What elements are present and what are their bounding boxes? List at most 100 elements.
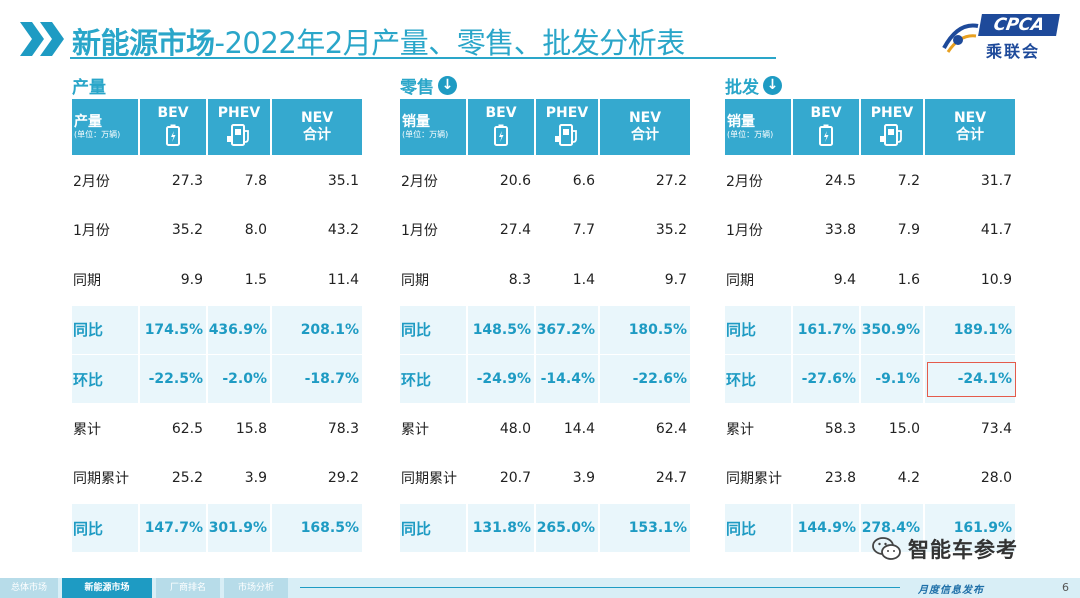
nev-value: 27.2 xyxy=(600,156,690,205)
bev-value: 9.4 xyxy=(793,255,859,304)
bev-value: 48.0 xyxy=(468,404,534,453)
nev-value: 31.7 xyxy=(925,156,1015,205)
phev-value: 3.9 xyxy=(536,454,598,503)
nev-value: 208.1% xyxy=(272,305,362,354)
row-label: 同期 xyxy=(400,255,466,304)
table-header: 销量 (单位：万辆) BEV PHEV NEV 合计 xyxy=(725,99,1017,155)
header-unit: (单位：万辆) xyxy=(402,130,449,139)
bev-value: -24.9% xyxy=(468,355,534,404)
header-metric: 产量 xyxy=(74,114,102,130)
battery-icon xyxy=(819,121,833,150)
row-label: 同比 xyxy=(400,305,466,354)
phev-value: 7.8 xyxy=(208,156,270,205)
bev-value: 35.2 xyxy=(140,206,206,255)
phev-value: -9.1% xyxy=(861,355,923,404)
footer-line xyxy=(300,587,900,588)
header-metric: 销量 xyxy=(402,114,430,130)
panel-title: 产量 xyxy=(72,72,364,98)
footer-tab-nev[interactable]: 新能源市场 xyxy=(62,578,152,598)
table-row: 同比 147.7% 301.9% 168.5% xyxy=(72,504,364,553)
nev-value: -18.7% xyxy=(272,355,362,404)
table-row: 同比 144.9% 278.4% 161.9% xyxy=(725,504,1017,553)
nev-value: 153.1% xyxy=(600,504,690,553)
bev-value: 23.8 xyxy=(793,454,859,503)
header-metric-cell: 产量 (单位：万辆) xyxy=(72,99,138,155)
nev-value: 11.4 xyxy=(272,255,362,304)
bev-value: 161.7% xyxy=(793,305,859,354)
panel-wholesale: 批发 ↓ 销量 (单位：万辆) BEV PHEV NEV 合计 2月份 24.5 7.2 31.7 1月… xyxy=(725,72,1017,553)
phev-value: 7.2 xyxy=(861,156,923,205)
bev-value: -22.5% xyxy=(140,355,206,404)
panel-title-text: 产量 xyxy=(72,77,106,98)
nev-value: 9.7 xyxy=(600,255,690,304)
header-phev: PHEV xyxy=(208,99,270,155)
nev-value: 10.9 xyxy=(925,255,1015,304)
header-bev-label: BEV xyxy=(485,104,517,121)
footer-tab-ranking[interactable]: 厂商排名 xyxy=(156,578,220,598)
nev-value: 43.2 xyxy=(272,206,362,255)
nev-value: 35.1 xyxy=(272,156,362,205)
table-row: 环比 -22.5% -2.0% -18.7% xyxy=(72,355,364,404)
nev-value: -22.6% xyxy=(600,355,690,404)
bev-value: -27.6% xyxy=(793,355,859,404)
cpca-logo-text: CPCA xyxy=(978,14,1060,36)
header-bev-label: BEV xyxy=(810,104,842,121)
nev-value: 161.9% xyxy=(925,504,1015,553)
phev-value: 436.9% xyxy=(208,305,270,354)
row-label: 同比 xyxy=(400,504,466,553)
page-title: 新能源市场-2022年2月产量、零售、批发分析表 xyxy=(72,26,685,60)
row-label: 同比 xyxy=(725,305,791,354)
phev-value: 350.9% xyxy=(861,305,923,354)
panel-production: 产量 产量 (单位：万辆) BEV PHEV NEV 合计 2月份 27.3 7.8 35.1 1月份… xyxy=(72,72,364,553)
bev-value: 20.6 xyxy=(468,156,534,205)
nev-value: 41.7 xyxy=(925,206,1015,255)
wechat-icon xyxy=(872,537,901,560)
row-label: 同期累计 xyxy=(400,454,466,503)
table-row: 同比 148.5% 367.2% 180.5% xyxy=(400,305,692,354)
table-row: 同比 174.5% 436.9% 208.1% xyxy=(72,305,364,354)
footer-tab-analysis[interactable]: 市场分析 xyxy=(224,578,288,598)
nev-value: 78.3 xyxy=(272,404,362,453)
nev-value: 168.5% xyxy=(272,504,362,553)
phev-value: -14.4% xyxy=(536,355,598,404)
row-label: 2月份 xyxy=(400,156,466,205)
bev-value: 148.5% xyxy=(468,305,534,354)
bev-value: 33.8 xyxy=(793,206,859,255)
cpca-logo-cn: 乘联会 xyxy=(986,42,1041,61)
row-label: 累计 xyxy=(400,404,466,453)
table-row: 同期累计 23.8 4.2 28.0 xyxy=(725,454,1017,503)
row-label: 同比 xyxy=(725,504,791,553)
header-nev: NEV 合计 xyxy=(925,99,1015,155)
footer-tab-overall[interactable]: 总体市场 xyxy=(0,578,58,598)
row-label: 同期累计 xyxy=(72,454,138,503)
table-row: 累计 62.5 15.8 78.3 xyxy=(72,404,364,453)
phev-value: 4.2 xyxy=(861,454,923,503)
table-row: 同期 8.3 1.4 9.7 xyxy=(400,255,692,304)
header-nev-label: NEV xyxy=(953,110,987,126)
phev-value: 265.0% xyxy=(536,504,598,553)
phev-value: 15.0 xyxy=(861,404,923,453)
phev-value: 7.9 xyxy=(861,206,923,255)
row-label: 同比 xyxy=(72,504,138,553)
panel-title: 批发 ↓ xyxy=(725,72,1017,98)
arrow-down-icon: ↓ xyxy=(438,75,457,95)
bev-value: 27.4 xyxy=(468,206,534,255)
row-label: 1月份 xyxy=(72,206,138,255)
header-nev-sub: 合计 xyxy=(631,127,659,143)
header-bev: BEV xyxy=(140,99,206,155)
bev-value: 174.5% xyxy=(140,305,206,354)
header-nev: NEV 合计 xyxy=(272,99,362,155)
phev-value: 8.0 xyxy=(208,206,270,255)
phev-value: 1.4 xyxy=(536,255,598,304)
row-label: 累计 xyxy=(72,404,138,453)
header-bev: BEV xyxy=(793,99,859,155)
phev-value: 367.2% xyxy=(536,305,598,354)
charging-plug-icon xyxy=(226,121,252,150)
table-row: 累计 48.0 14.4 62.4 xyxy=(400,404,692,453)
header-metric-cell: 销量 (单位：万辆) xyxy=(725,99,791,155)
footer-slogan: 月度信息发布 xyxy=(918,585,984,596)
bev-value: 9.9 xyxy=(140,255,206,304)
nev-value: 180.5% xyxy=(600,305,690,354)
double-chevron-icon xyxy=(20,22,64,56)
table-row: 环比 -24.9% -14.4% -22.6% xyxy=(400,355,692,404)
